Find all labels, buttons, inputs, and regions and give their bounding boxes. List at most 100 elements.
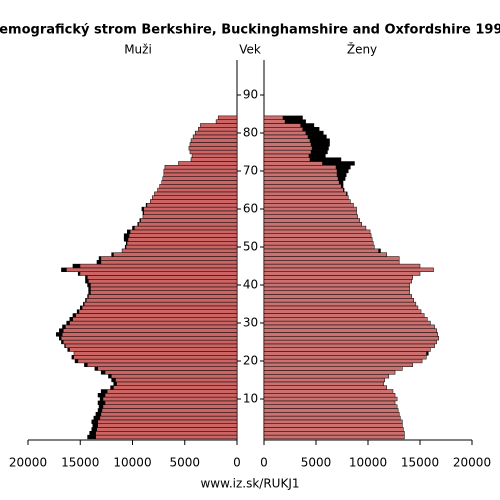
female-bar <box>263 404 398 409</box>
male-bar <box>59 328 238 333</box>
female-bar <box>263 191 348 196</box>
female-bar <box>263 282 410 288</box>
male-bar <box>145 203 238 208</box>
male-bar <box>157 187 238 193</box>
female-bar <box>263 328 437 333</box>
female-bar <box>263 241 374 246</box>
male-bar <box>111 252 238 257</box>
male-excess <box>64 343 66 348</box>
age-tick-label: 50 <box>243 240 258 254</box>
female-excess <box>302 127 320 132</box>
female-bar <box>263 381 384 386</box>
male-bar <box>98 404 238 409</box>
age-tick-label: 80 <box>243 126 258 140</box>
female-bar <box>263 172 347 177</box>
male-bar <box>190 138 238 143</box>
male-excess <box>100 397 104 401</box>
male-excess <box>72 313 77 318</box>
male-excess <box>67 347 70 352</box>
male-excess <box>139 218 141 223</box>
female-bar <box>263 267 434 272</box>
male-excess <box>72 264 81 268</box>
male-excess <box>113 381 117 386</box>
x-tick-label: 15000 <box>401 456 439 470</box>
male-bar <box>80 305 238 310</box>
female-bar <box>263 263 421 269</box>
male-bar <box>188 146 238 151</box>
male-excess <box>85 279 89 284</box>
male-excess <box>62 324 66 329</box>
female-excess <box>338 180 344 185</box>
male-excess <box>59 328 64 333</box>
female-bar <box>263 347 431 352</box>
female-excess <box>335 165 351 170</box>
male-excess <box>126 241 128 246</box>
male-bar <box>95 412 238 417</box>
female-bar <box>263 351 429 356</box>
male-excess <box>142 210 144 215</box>
male-bar <box>159 184 238 189</box>
male-bar <box>85 275 238 280</box>
female-bar <box>263 187 345 193</box>
x-tick-label: 5000 <box>169 456 200 470</box>
male-bar <box>91 419 238 424</box>
x-tick-label: 0 <box>233 456 241 470</box>
male-excess <box>98 400 106 405</box>
male-bar <box>85 298 238 303</box>
male-excess <box>91 427 97 432</box>
female-bar <box>263 305 419 310</box>
male-excess <box>92 423 99 428</box>
male-bar <box>74 358 238 364</box>
male-bar <box>121 248 238 253</box>
female-bar <box>263 271 421 276</box>
x-tick-label: 10000 <box>349 456 387 470</box>
female-bar <box>263 434 405 440</box>
male-excess <box>84 362 88 367</box>
female-bar <box>263 366 403 371</box>
male-bar <box>127 229 238 234</box>
male-bar <box>89 431 238 436</box>
male-excess <box>91 419 99 424</box>
male-bar <box>76 309 238 314</box>
male-bar <box>62 324 238 329</box>
male-bar <box>88 290 238 295</box>
female-bar <box>263 343 435 348</box>
male-bar <box>150 199 238 204</box>
female-bar <box>263 225 367 231</box>
female-bar <box>263 324 435 329</box>
male-excess <box>110 385 114 390</box>
female-bar <box>263 396 398 402</box>
male-excess <box>83 302 85 306</box>
male-bar <box>94 366 238 371</box>
male-excess <box>146 203 148 208</box>
female-bar <box>263 206 357 212</box>
x-tick-label: 20000 <box>453 456 491 470</box>
male-excess <box>124 233 130 238</box>
male-bar <box>125 241 238 246</box>
female-excess <box>337 176 346 181</box>
male-bar <box>97 400 238 405</box>
male-excess <box>127 229 131 234</box>
female-bar <box>263 184 344 189</box>
age-tick-label: 10 <box>243 392 258 406</box>
female-excess <box>343 188 345 192</box>
female-excess <box>311 146 329 151</box>
female-bar <box>263 195 349 200</box>
male-bar <box>163 168 238 174</box>
male-excess <box>59 336 62 341</box>
age-tick-label: 30 <box>243 316 258 330</box>
male-excess <box>132 226 135 230</box>
male-bar <box>97 393 238 398</box>
male-bar <box>61 267 238 272</box>
male-excess <box>93 416 101 420</box>
female-excess <box>284 119 306 124</box>
male-bar <box>87 282 238 288</box>
male-bar <box>111 377 238 383</box>
male-bar <box>92 423 238 428</box>
female-excess <box>310 142 330 147</box>
male-bar <box>162 176 238 181</box>
female-excess <box>300 123 314 128</box>
male-bar <box>164 165 238 170</box>
female-bar <box>263 385 387 390</box>
